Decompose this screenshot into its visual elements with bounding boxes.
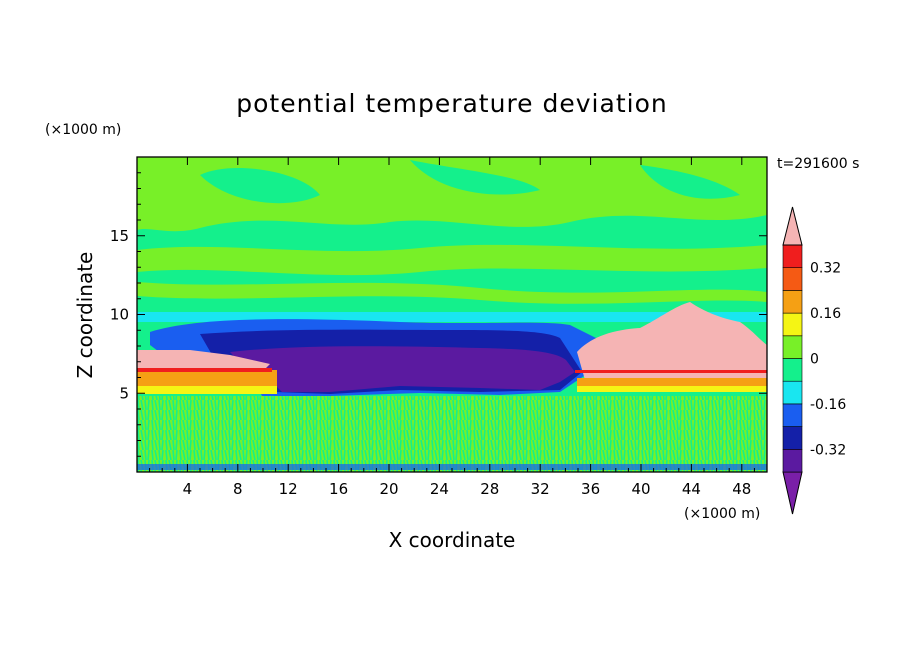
surface-layer [137,464,767,470]
colorbar-label: -0.16 [810,397,846,413]
x-tick-label: 12 [279,480,298,498]
x-tick-label: 48 [732,480,751,498]
x-tick-label: 24 [430,480,449,498]
inversion-orange [137,370,277,388]
colorbar-box [782,244,803,269]
red-line-right [575,370,767,373]
chart-title: potential temperature deviation [236,89,667,118]
colorbar-label: 0.16 [810,306,841,322]
y-scale-label: (×1000 m) [45,122,121,138]
mid-band-2 [137,282,767,304]
cold-pool-core [230,346,575,392]
colorbar-label: -0.32 [810,442,846,458]
x-tick-label: 4 [183,480,193,498]
upper-cool-gap [200,160,740,204]
colorbar-box [782,426,803,450]
colorbar-box [782,267,803,291]
y-axis-title: Z coordinate [73,252,97,379]
colorbar-box [782,312,803,337]
x-tick-label: 40 [631,480,650,498]
colorbar-label: 0.32 [810,261,841,277]
x-tick-label: 32 [531,480,550,498]
time-label: t=291600 s [777,156,859,172]
x-tick-label: 44 [682,480,701,498]
x-tick-label: 8 [233,480,243,498]
colorbar-extend-low [782,471,803,515]
plot-area [137,157,767,472]
inversion-right-yellow [577,386,767,392]
warm-patch-left [137,350,270,372]
y-tick-label: 15 [110,227,129,245]
colorbar-box [782,335,803,359]
y-tick-label: 10 [110,306,129,324]
x-tick-label: 16 [329,480,348,498]
colorbar: 0.32 0.16 0 -0.16 -0.32 [782,206,846,515]
inversion-right-orange [577,378,767,386]
mid-band [137,244,767,276]
x-tick-label: 28 [480,480,499,498]
colorbar-box [782,448,803,473]
colorbar-box [782,290,803,314]
x-tick-label: 36 [581,480,600,498]
boundary-layer [137,396,767,472]
x-scale-label: (×1000 m) [684,506,760,522]
warm-patch-right [577,302,767,380]
y-tick-label: 5 [119,384,129,402]
red-line-left [137,368,272,372]
inversion-yellow [137,386,277,394]
x-tick-label: 20 [379,480,398,498]
x-axis-title: X coordinate [389,528,516,552]
colorbar-box [782,403,803,427]
colorbar-box [782,358,803,382]
upper-warm-band [137,157,767,232]
cyan-layer [137,312,767,322]
colorbar-label: 0 [810,352,819,368]
colorbar-box [782,380,803,405]
colorbar-extend-high [782,206,803,246]
